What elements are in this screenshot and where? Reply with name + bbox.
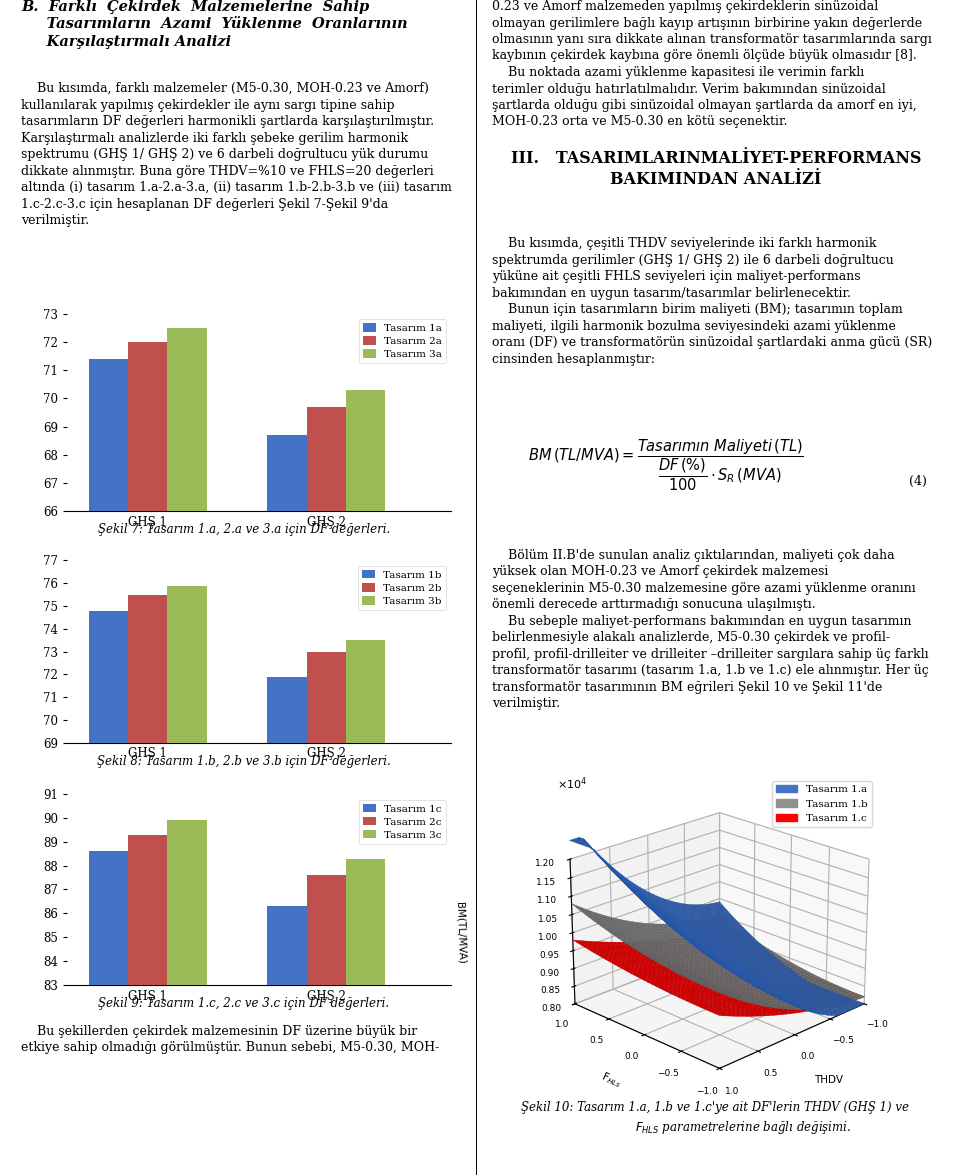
Bar [267, 906, 306, 1175]
Bar [167, 328, 206, 1175]
Text: Şekil 7: Tasarım 1.a, 2.a ve 3.a için DF değerleri.: Şekil 7: Tasarım 1.a, 2.a ve 3.a için DF… [98, 523, 390, 537]
Bar [306, 651, 346, 1175]
Bar [267, 435, 306, 1175]
Bar [346, 640, 385, 1175]
Bar [306, 875, 346, 1175]
Y-axis label: F$_{HLs}$: F$_{HLs}$ [598, 1069, 624, 1090]
Text: (4): (4) [908, 475, 926, 489]
Legend: Tasarım 1a, Tasarım 2a, Tasarım 3a: Tasarım 1a, Tasarım 2a, Tasarım 3a [359, 318, 446, 363]
Text: $BM\,(TL/MVA) = \dfrac{Tasarımın\ Maliyeti\,(TL)}{\dfrac{DF\,(\%)}{100} \cdot S_: $BM\,(TL/MVA) = \dfrac{Tasarımın\ Maliye… [528, 438, 804, 493]
Text: Bu şekillerden çekirdek malzemesinin DF üzerine büyük bir
etkiye sahip olmadığı : Bu şekillerden çekirdek malzemesinin DF … [21, 1025, 440, 1054]
Bar [167, 585, 206, 1175]
Text: Bu kısımda, farklı malzemeler (M5-0.30, MOH-0.23 ve Amorf)
kullanılarak yapılmış: Bu kısımda, farklı malzemeler (M5-0.30, … [21, 82, 452, 227]
Bar [88, 611, 128, 1175]
Legend: Tasarım 1b, Tasarım 2b, Tasarım 3b: Tasarım 1b, Tasarım 2b, Tasarım 3b [358, 565, 446, 610]
Text: Şekil 10: Tasarım 1.a, 1.b ve 1.c'ye ait DF'lerin THDV (GHŞ 1) ve
              : Şekil 10: Tasarım 1.a, 1.b ve 1.c'ye ait… [521, 1101, 909, 1136]
Bar [346, 859, 385, 1175]
Text: Bu kısımda, çeşitli THDV seviyelerinde iki farklı harmonik
spektrumda gerilimler: Bu kısımda, çeşitli THDV seviyelerinde i… [492, 237, 933, 365]
Text: Şekil 8: Tasarım 1.b, 2.b ve 3.b için DF değerleri.: Şekil 8: Tasarım 1.b, 2.b ve 3.b için DF… [97, 754, 391, 768]
X-axis label: THDV: THDV [813, 1075, 843, 1085]
Text: B.  Farklı  Çekirdek  Malzemelerine  Sahip
     Tasarımların  Azami  Yüklenme  O: B. Farklı Çekirdek Malzemelerine Sahip T… [21, 0, 408, 48]
Legend: Tasarım 1.a, Tasarım 1.b, Tasarım 1.c: Tasarım 1.a, Tasarım 1.b, Tasarım 1.c [772, 780, 872, 827]
Text: $\times 10^4$: $\times 10^4$ [557, 776, 587, 792]
Bar [346, 390, 385, 1175]
Text: Şekil 9: Tasarım 1.c, 2.c ve 3.c için DF değerleri.: Şekil 9: Tasarım 1.c, 2.c ve 3.c için DF… [98, 996, 390, 1010]
Bar [88, 852, 128, 1175]
Text: Bölüm II.B'de sunulan analiz çıktılarından, maliyeti çok daha
yüksek olan MOH-0.: Bölüm II.B'de sunulan analiz çıktılarınd… [492, 549, 929, 710]
Text: 0.23 ve Amorf malzemeden yapılmış çekirdeklerin sinüzoidal
olmayan gerilimlere b: 0.23 ve Amorf malzemeden yapılmış çekird… [492, 0, 932, 128]
Bar [306, 407, 346, 1175]
Bar [128, 342, 167, 1175]
Text: III.   TASARIMLARINMALİYET-PERFORMANS
BAKIMINDAN ANALİZİ: III. TASARIMLARINMALİYET-PERFORMANS BAKI… [511, 150, 922, 188]
Bar [88, 358, 128, 1175]
Legend: Tasarım 1c, Tasarım 2c, Tasarım 3c: Tasarım 1c, Tasarım 2c, Tasarım 3c [359, 799, 446, 844]
Bar [267, 677, 306, 1175]
Bar [128, 834, 167, 1175]
Bar [128, 595, 167, 1175]
Bar [167, 820, 206, 1175]
